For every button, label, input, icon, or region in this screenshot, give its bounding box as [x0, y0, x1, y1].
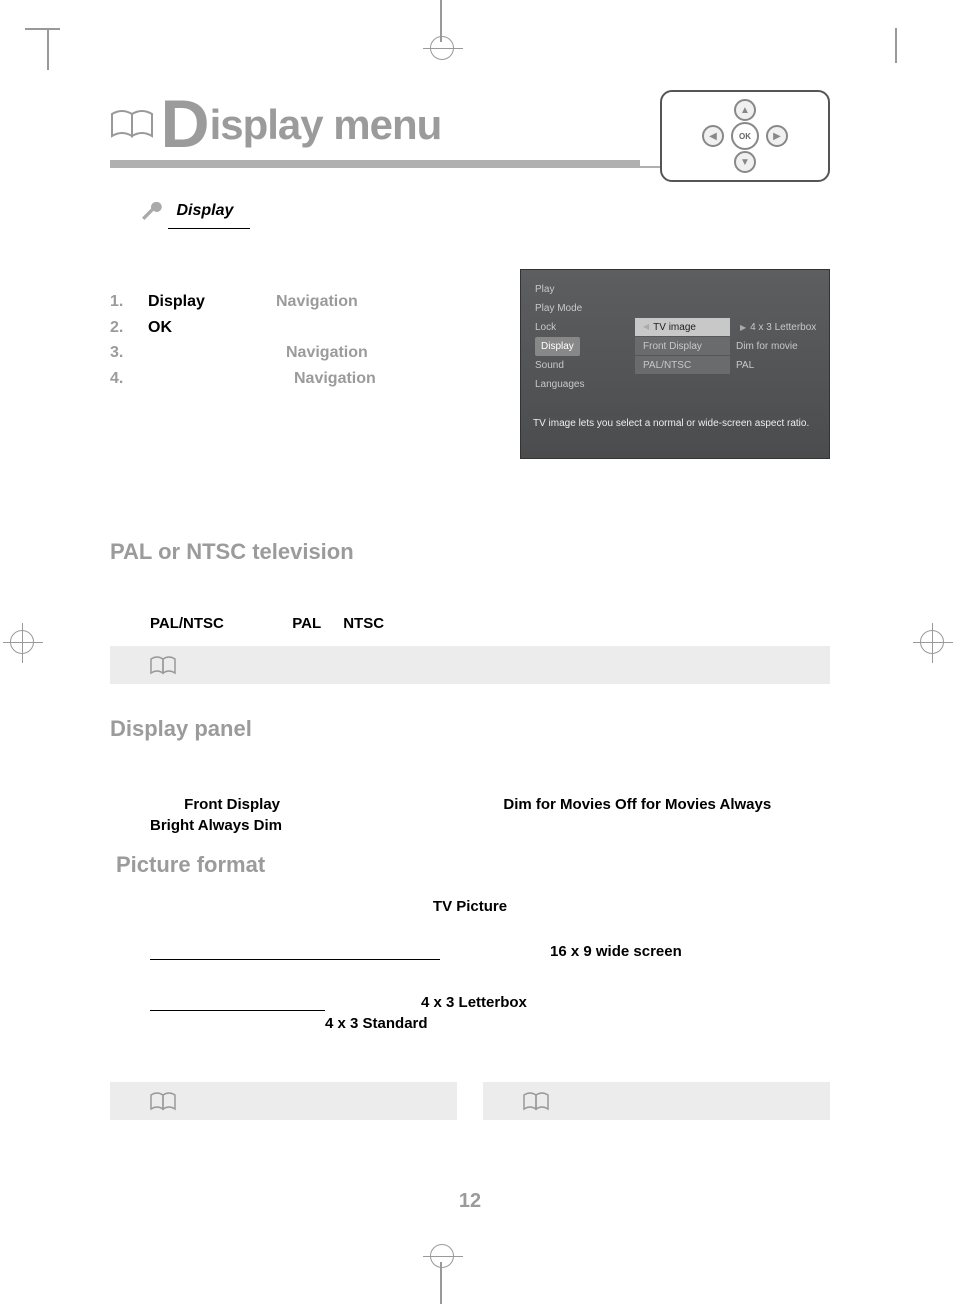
step-nav: Navigation [286, 340, 368, 366]
osd-caption: TV image lets you select a normal or wid… [521, 418, 829, 429]
osd-menu-label: Display [535, 337, 580, 356]
step-text [148, 340, 258, 366]
osd-screenshot: Play Play Mode Lock ◀ TV image ▶ 4 x 3 Let… [520, 269, 830, 459]
wrench-icon [140, 200, 162, 222]
page-content: Display menu ▲ ▼ ◀ ▶ OK Display 1. Displ… [110, 90, 830, 1120]
step-number: 1. [110, 289, 130, 315]
steps-area: 1. Display Navigation 2. OK 3. Navigatio… [110, 289, 830, 489]
option-label: PAL/NTSC [150, 615, 224, 632]
chevron-left-icon: ◀ [643, 319, 649, 334]
step-number: 3. [110, 340, 130, 366]
pal-ntsc-options: PAL/NTSC PAL NTSC [110, 615, 830, 632]
title-rest: isplay menu [210, 101, 442, 148]
dpad-down-icon: ▼ [734, 151, 756, 173]
step-nav: Navigation [294, 366, 376, 392]
menu-path-label: Display [176, 202, 233, 219]
osd-menu-item: Play [535, 280, 635, 299]
format-line-wide: 16 x 9 wide screen [110, 943, 830, 960]
dpad-right-icon: ▶ [766, 125, 788, 147]
dpad-ok-button: OK [731, 122, 759, 150]
osd-option-label: TV image [653, 318, 696, 337]
page-title-row: Display menu ▲ ▼ ◀ ▶ OK [110, 90, 830, 180]
dpad-left-icon: ◀ [702, 125, 724, 147]
front-display-options: Front Display Dim for Movies Off for Mov… [110, 796, 830, 813]
section-heading-picture-format: Picture format [116, 852, 830, 878]
dpad-up-icon: ▲ [734, 99, 756, 121]
osd-option: ◀ TV image [635, 318, 730, 336]
step-number: 4. [110, 366, 130, 392]
crop-mark [440, 1262, 442, 1304]
osd-menu-item: Sound [535, 356, 635, 375]
format-standard: 4 x 3 Standard [325, 1015, 830, 1032]
underline-segment [150, 959, 440, 960]
note-bar [110, 1082, 457, 1120]
osd-value: Dim for movie [730, 337, 825, 356]
format-wide: 16 x 9 wide screen [550, 943, 682, 960]
osd-value: PAL [730, 356, 825, 375]
step-number: 2. [110, 315, 130, 341]
osd-menu-item-selected: Display [535, 337, 635, 356]
osd-value: ▶ 4 x 3 Letterbox [730, 318, 825, 337]
title-first-letter: D [160, 86, 209, 162]
option-ntsc: NTSC [343, 615, 384, 632]
crop-mark [47, 30, 49, 70]
option-pal: PAL [292, 615, 321, 632]
title-underline [110, 160, 640, 168]
step-text [148, 366, 258, 392]
format-letterbox: 4 x 3 Letterbox [421, 994, 527, 1011]
book-icon [150, 1090, 178, 1112]
tv-picture-label: TV Picture [110, 898, 830, 915]
page-title: Display menu [160, 90, 441, 158]
note-bar [110, 646, 830, 684]
osd-value-label: 4 x 3 Letterbox [750, 322, 816, 333]
step-text: Display [148, 289, 258, 315]
osd-menu-item: Lock [535, 318, 635, 337]
osd-option: Front Display [635, 337, 730, 355]
book-icon [150, 654, 178, 676]
step-text: OK [148, 315, 258, 341]
osd-menu-item: Languages [535, 375, 635, 394]
crop-mark [895, 28, 897, 63]
crop-mark [430, 36, 454, 60]
page-number: 12 [110, 1190, 830, 1213]
option-values: Dim for Movies Off for Movies Always [503, 796, 771, 813]
crop-mark [920, 630, 944, 654]
crop-mark [430, 1244, 454, 1268]
option-values: Bright Always Dim [150, 817, 282, 834]
underline-segment [150, 1010, 325, 1011]
notes-row [110, 1082, 830, 1120]
chevron-right-icon: ▶ [740, 323, 746, 332]
menu-path-underline [168, 228, 250, 229]
osd-option: PAL/NTSC [635, 356, 730, 374]
front-display-options-2: Bright Always Dim [110, 817, 830, 834]
crop-mark [25, 28, 60, 30]
format-line-letterbox: 4 x 3 Letterbox [110, 994, 830, 1011]
crop-mark [10, 630, 34, 654]
book-icon [523, 1090, 551, 1112]
osd-menu-item: Play Mode [535, 299, 635, 318]
book-icon [110, 106, 156, 142]
remote-illustration: ▲ ▼ ◀ ▶ OK [660, 90, 830, 182]
section-heading-display-panel: Display panel [110, 716, 830, 742]
menu-path: Display [110, 200, 830, 222]
option-label: Front Display [184, 796, 280, 813]
step-nav: Navigation [276, 289, 358, 315]
note-bar [483, 1082, 830, 1120]
section-heading-pal-ntsc: PAL or NTSC television [110, 539, 830, 565]
